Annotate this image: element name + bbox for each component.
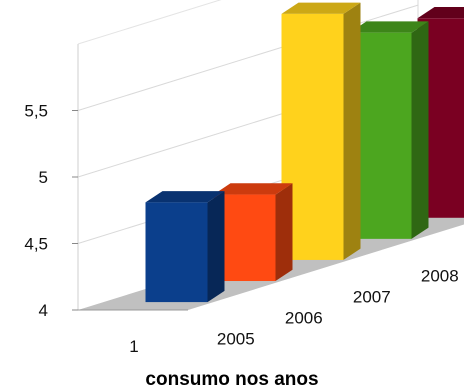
bar-top xyxy=(213,183,293,195)
x-category-label: 1 xyxy=(129,337,138,356)
bar-top xyxy=(281,2,361,14)
y-tick-label: 5 xyxy=(39,168,48,187)
bar-side xyxy=(207,191,225,303)
bar-side xyxy=(343,2,361,260)
top-wall-edge xyxy=(77,0,222,45)
x-axis-title: consumo nos anos xyxy=(145,369,318,388)
bar-front xyxy=(145,202,208,303)
depth-axis-labels: 20052006200720082009 xyxy=(217,266,459,349)
bar-top xyxy=(349,21,429,33)
bars xyxy=(145,2,464,303)
bar-2007 xyxy=(281,2,361,260)
bar-side xyxy=(411,21,429,239)
series-label-2007: 2007 xyxy=(353,287,391,306)
bar-top xyxy=(145,191,225,203)
bar-2005 xyxy=(145,191,225,303)
series-label-2008: 2008 xyxy=(421,266,459,285)
series-label-2006: 2006 xyxy=(285,309,323,328)
bar-side xyxy=(275,183,293,282)
y-tick-label: 5,5 xyxy=(24,102,48,121)
gridline xyxy=(77,4,419,111)
y-tick-label: 4 xyxy=(39,301,48,320)
bar-2008 xyxy=(349,21,429,239)
bar-top xyxy=(417,7,464,19)
y-axis-ticks: 4 4,5 5 5,5 xyxy=(24,102,78,320)
bar-2006 xyxy=(213,183,293,282)
series-label-2005: 2005 xyxy=(217,330,255,349)
y-tick-label: 4,5 xyxy=(24,235,48,254)
